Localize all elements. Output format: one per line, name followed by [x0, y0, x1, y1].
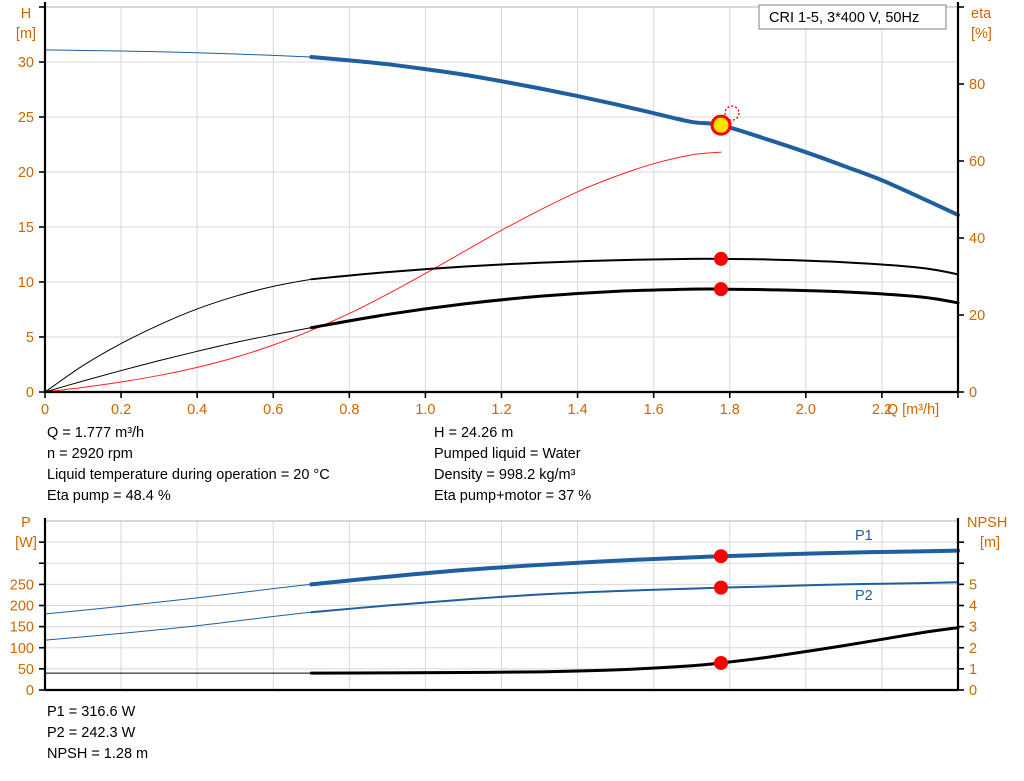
x-tick-label: 0.6 — [263, 402, 283, 418]
x-tick-label: 0.2 — [111, 402, 131, 418]
info-line: NPSH = 1.28 m — [47, 746, 148, 762]
info-line-left: n = 2920 rpm — [47, 446, 133, 462]
curve-point-marker[interactable] — [714, 282, 729, 297]
info-line: P1 = 316.6 W — [47, 704, 136, 720]
x-tick-label: 0.8 — [339, 402, 359, 418]
left-tick-label: 100 — [10, 641, 34, 657]
upper-chart: 0 5 10 15 20 25 30 0 20 40 60 80 0 0.2 0.4 0.6 0.8 1.0 1.2… — [16, 2, 992, 504]
title-box: CRI 1-5, 3*400 V, 50Hz — [758, 4, 947, 30]
right-tick-label: 2 — [969, 641, 977, 657]
curve-path — [44, 583, 312, 615]
curves — [44, 49, 960, 393]
info-block-lower: P1 = 316.6 W P2 = 242.3 W NPSH = 1.28 m — [47, 704, 148, 762]
right-tick-label: 0 — [969, 683, 977, 699]
curve-path — [310, 257, 959, 281]
left-tick-label: 50 — [18, 662, 34, 678]
info-line-left: Eta pump = 48.4 % — [47, 488, 171, 504]
left-tick-label: 0 — [26, 385, 34, 401]
x-tick-label: 1.8 — [720, 402, 740, 418]
right-axis-ticks: 0 20 40 60 80 — [958, 6, 985, 401]
info-block-upper: Q = 1.777 m³/h n = 2920 rpm Liquid tempera… — [47, 425, 591, 504]
p2-curve-label: P2 — [855, 588, 873, 604]
curve-point-marker[interactable] — [714, 549, 729, 564]
curve-path — [309, 55, 960, 217]
x-axis-title: Q [m³/h] — [887, 402, 939, 418]
p1-curve-label: P1 — [855, 528, 873, 544]
curves — [44, 548, 960, 675]
curve-point-marker[interactable] — [714, 580, 729, 595]
info-line-right: Eta pump+motor = 37 % — [434, 488, 591, 504]
left-tick-label: 15 — [18, 220, 34, 236]
right-tick-label: 3 — [969, 620, 977, 636]
grid — [44, 6, 959, 393]
left-axis-unit: [m] — [16, 26, 36, 42]
curve-path — [44, 151, 722, 393]
left-axis-ticks: 0 50 100 150 200 250 — [10, 541, 45, 699]
left-tick-label: 5 — [26, 330, 34, 346]
right-tick-label: 80 — [969, 77, 985, 93]
x-tick-label: 1.6 — [644, 402, 664, 418]
right-tick-label: 20 — [969, 308, 985, 324]
right-tick-label: 1 — [969, 662, 977, 678]
duty-point-ghost-marker — [724, 105, 740, 121]
left-axis-unit: [W] — [15, 535, 37, 551]
curve-point-marker[interactable] — [714, 251, 729, 266]
curve-path — [44, 611, 312, 641]
x-tick-label: 1.4 — [567, 402, 587, 418]
title-box-label: CRI 1-5, 3*400 V, 50Hz — [769, 10, 919, 26]
info-line: P2 = 242.3 W — [47, 725, 136, 741]
duty-markers — [710, 105, 740, 297]
left-tick-label: 200 — [10, 599, 34, 615]
left-axis-name: H — [21, 6, 31, 22]
x-tick-label: 1.2 — [491, 402, 511, 418]
left-tick-label: 25 — [18, 110, 34, 126]
right-axis-unit: [m] — [980, 535, 1000, 551]
grid — [44, 520, 959, 691]
curve-path — [44, 49, 312, 58]
curve-path — [44, 327, 312, 393]
info-line-left: Q = 1.777 m³/h — [47, 425, 144, 441]
duty-point-marker[interactable] — [710, 114, 732, 136]
info-line-right: H = 24.26 m — [434, 425, 513, 441]
right-tick-label: 4 — [969, 599, 977, 615]
right-axis-name: NPSH — [967, 515, 1007, 531]
right-tick-label: 0 — [969, 385, 977, 401]
title-box-frame — [758, 4, 947, 30]
info-line-right: Pumped liquid = Water — [434, 446, 581, 462]
x-tick-label: 0 — [41, 402, 49, 418]
right-tick-label: 5 — [969, 577, 977, 593]
curve-path — [310, 581, 959, 614]
x-tick-label: 1.0 — [415, 402, 435, 418]
right-axis-unit: [%] — [971, 26, 992, 42]
curve-path — [309, 287, 960, 330]
info-line-left: Liquid temperature during operation = 20… — [47, 467, 330, 483]
left-tick-label: 10 — [18, 275, 34, 291]
right-axis-name: eta — [971, 6, 992, 22]
right-tick-label: 60 — [969, 154, 985, 170]
left-tick-label: 20 — [18, 165, 34, 181]
right-axis-ticks: 0 1 2 3 4 5 — [958, 541, 977, 699]
left-tick-label: 150 — [10, 620, 34, 636]
x-axis-ticks: 0 0.2 0.4 0.6 0.8 1.0 1.2 1.4 1.6 1.8 2.0 2.2Q [m³/… — [41, 392, 959, 418]
curve-path — [309, 626, 960, 675]
info-line-right: Density = 998.2 kg/m³ — [434, 467, 576, 483]
left-tick-label: 0 — [26, 683, 34, 699]
curve-path — [44, 278, 312, 393]
left-axis-name: P — [21, 515, 31, 531]
left-axis-ticks: 0 5 10 15 20 25 30 — [18, 6, 45, 401]
duty-markers — [714, 549, 729, 670]
x-tick-label: 2.2 — [872, 402, 892, 418]
x-tick-label: 2.0 — [796, 402, 816, 418]
right-tick-label: 40 — [969, 231, 985, 247]
curve-path — [309, 548, 960, 587]
x-tick-label: 0.4 — [187, 402, 207, 418]
left-tick-label: 30 — [18, 55, 34, 71]
left-tick-label: 250 — [10, 577, 34, 593]
lower-chart: 0 50 100 150 200 250 0 1 2 3 4 5 P [W] NPSH [m] P1 P2 P1 =… — [10, 515, 1008, 762]
curve-point-marker[interactable] — [714, 655, 729, 670]
